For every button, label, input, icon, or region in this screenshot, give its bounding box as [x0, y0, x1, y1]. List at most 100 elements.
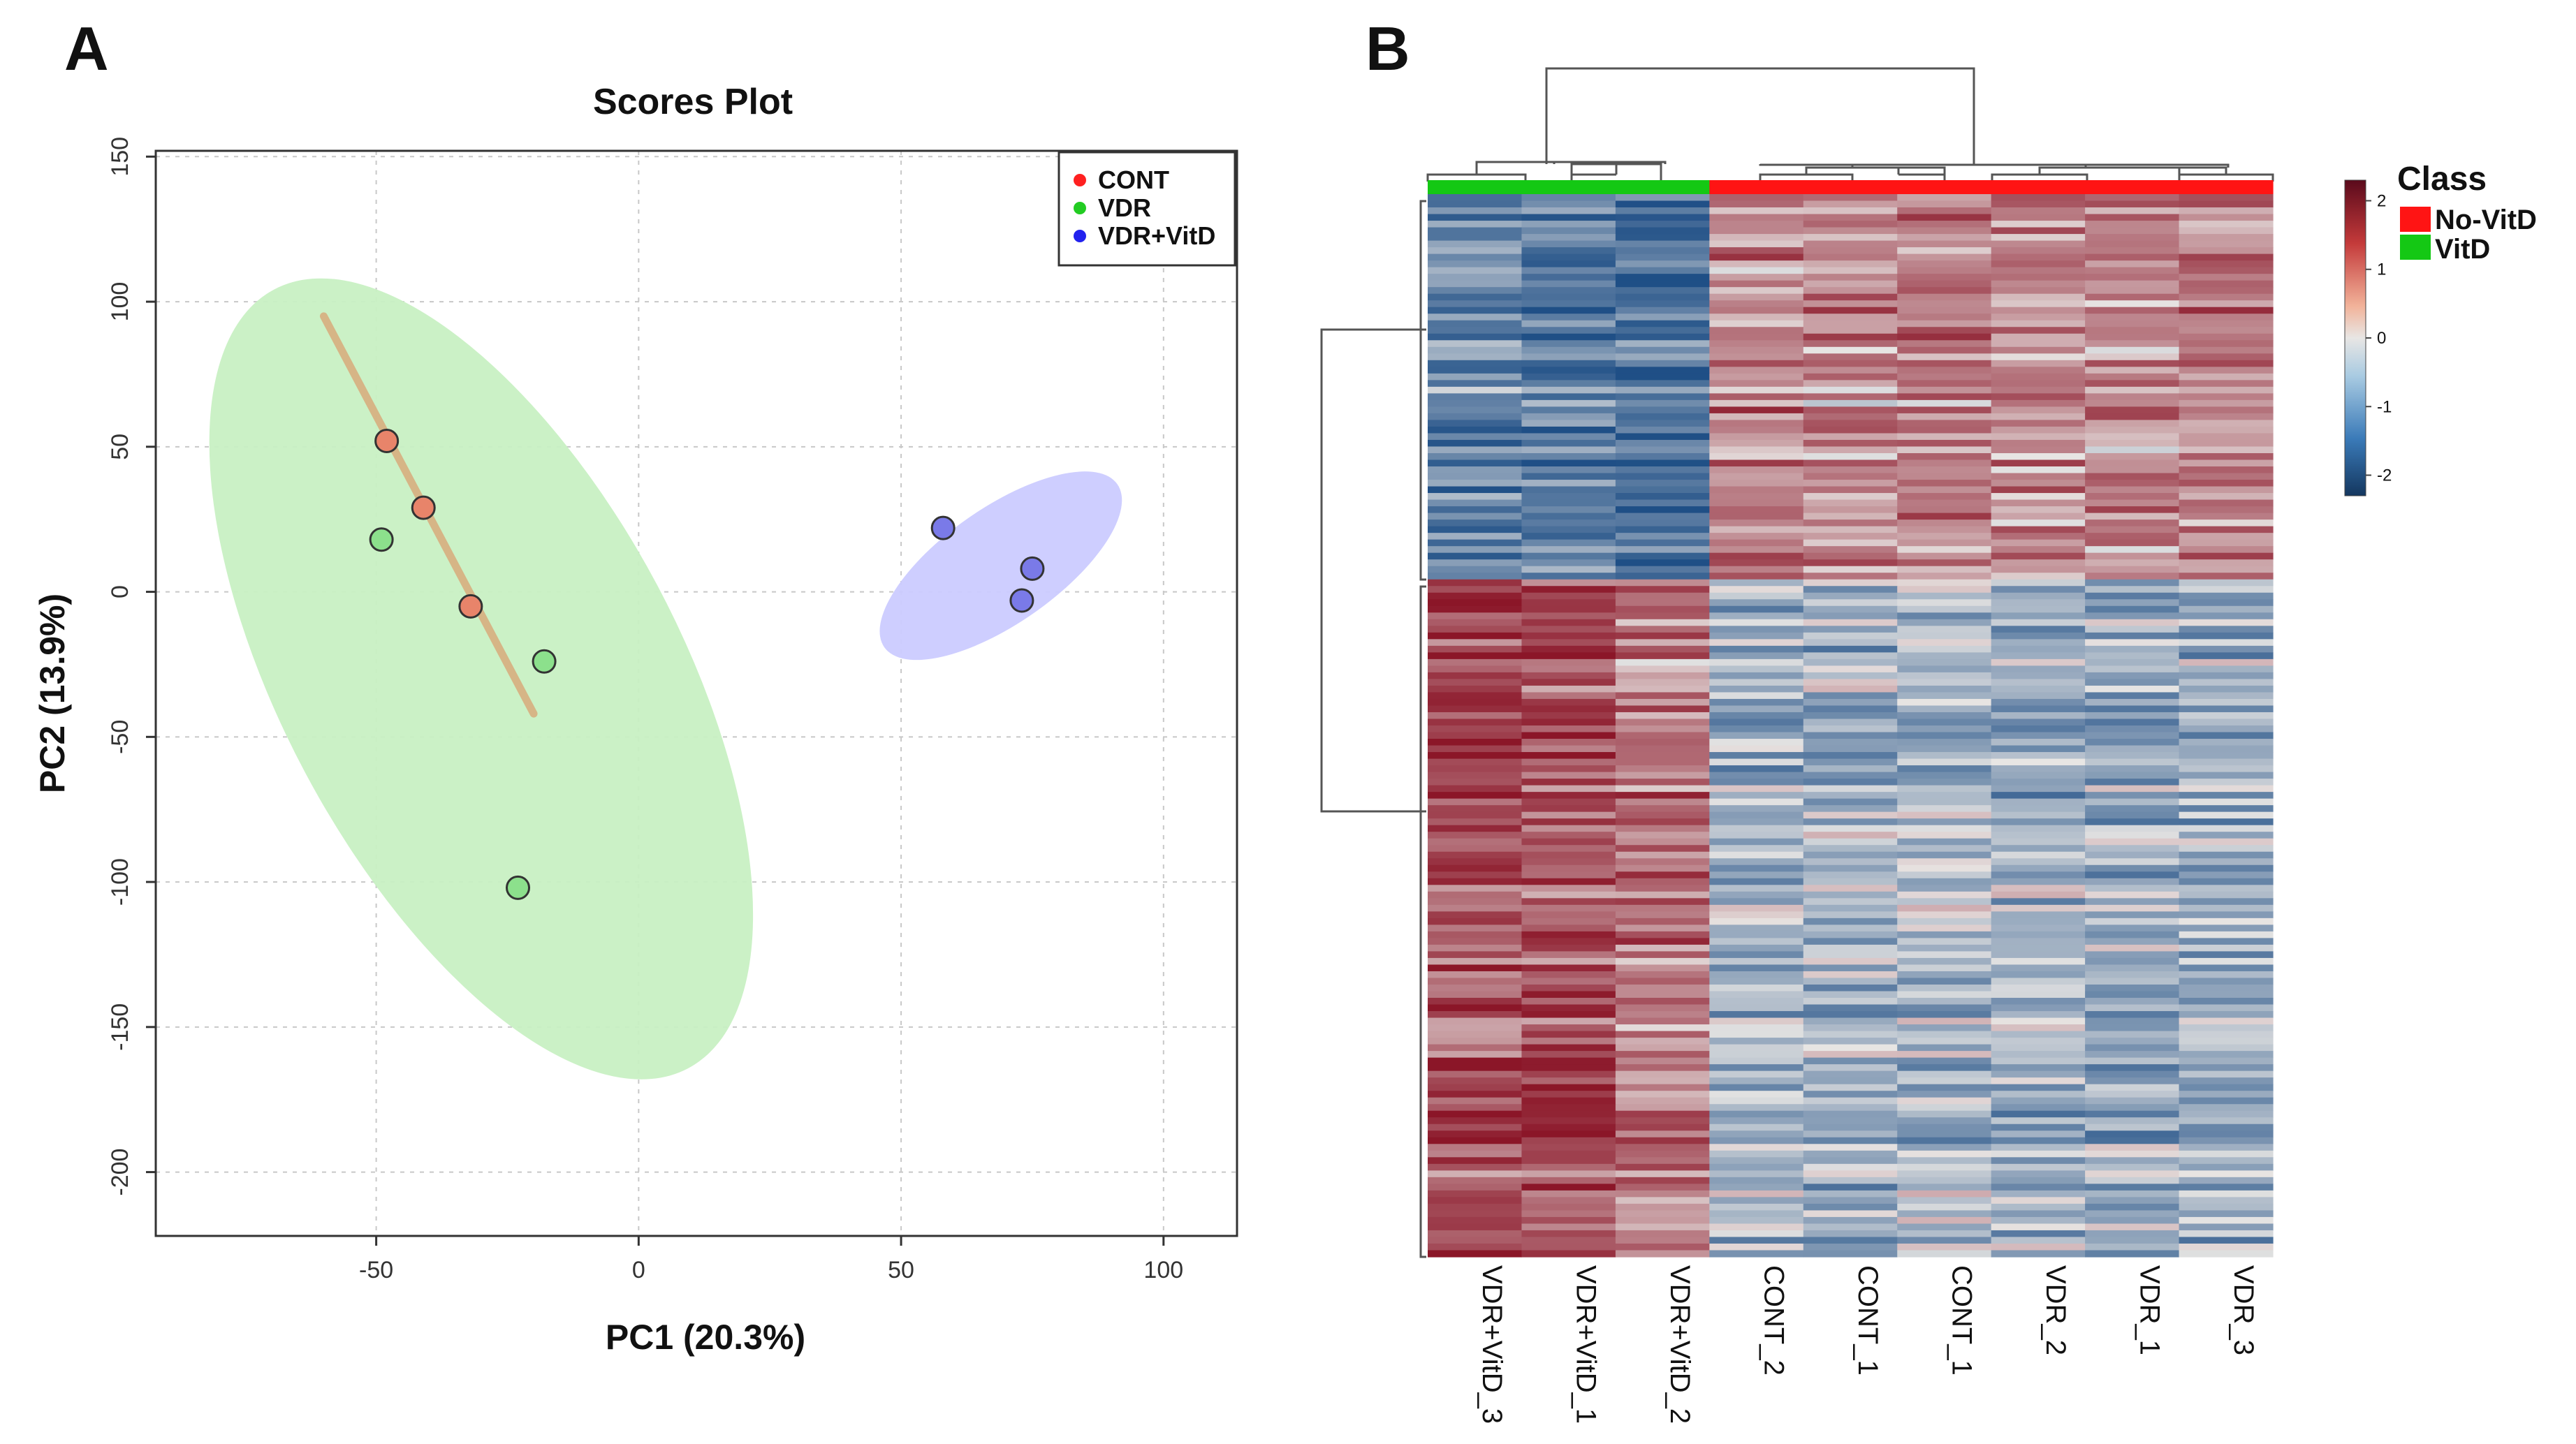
- heatmap-cell: [2179, 904, 2274, 912]
- heatmap-cell: [1521, 260, 1616, 268]
- heatmap-cell: [1428, 446, 1523, 454]
- heatmap-cell: [2085, 798, 2180, 806]
- heatmap-cell: [1521, 998, 1616, 1005]
- heatmap-cell: [1803, 267, 1898, 274]
- heatmap-cell: [1615, 878, 1710, 885]
- heatmap-cell: [1428, 380, 1523, 388]
- heatmap-cell: [1803, 320, 1898, 327]
- heatmap-cell: [1991, 360, 2086, 367]
- heatmap-cell: [2179, 280, 2274, 288]
- heatmap-cell: [1709, 785, 1804, 793]
- heatmap-cell: [1428, 480, 1523, 487]
- heatmap-cell: [1428, 253, 1523, 261]
- heatmap-cell: [1709, 260, 1804, 268]
- heatmap-cell: [1709, 420, 1804, 427]
- column-labels: VDR+VitD_3 VDR+VitD_1 VDR+VitD_2 CONT_2 CONT…: [1477, 1265, 2259, 1424]
- heatmap-cell: [2085, 785, 2180, 793]
- heatmap-cell: [1709, 599, 1804, 607]
- heatmap-cell: [1709, 931, 1804, 938]
- heatmap-cell: [2085, 599, 2180, 607]
- heatmap-cell: [1428, 911, 1523, 919]
- heatmap-cell: [1428, 679, 1523, 686]
- heatmap-cell: [1521, 1144, 1616, 1151]
- heatmap-cell: [1897, 1163, 1992, 1171]
- heatmap-cell: [2085, 207, 2180, 215]
- heatmap-cell: [1428, 991, 1523, 999]
- heatmap-cell: [1428, 353, 1523, 361]
- heatmap-cell: [1521, 964, 1616, 972]
- heatmap-cell: [1803, 1197, 1898, 1204]
- class-bar: [1428, 180, 2274, 194]
- heatmap-cell: [1521, 938, 1616, 945]
- heatmap-cell: [1897, 698, 1992, 707]
- heatmap-cell: [1803, 360, 1898, 367]
- heatmap-cell: [1428, 1250, 1523, 1258]
- heatmap-cell: [1521, 944, 1616, 952]
- heatmap-cell: [1709, 818, 1804, 826]
- heatmap-cell: [1803, 931, 1898, 938]
- heatmap-cell: [2085, 386, 2180, 394]
- heatmap-cell: [2179, 386, 2274, 394]
- heatmap-cell: [1897, 964, 1992, 972]
- y-tick-label: 100: [107, 282, 133, 322]
- heatmap-cell: [1991, 1051, 2086, 1059]
- heatmap-cell: [1991, 393, 2086, 401]
- heatmap-cell: [1991, 499, 2086, 507]
- heatmap-cells: [1428, 194, 2274, 1258]
- heatmap-cell: [1897, 1243, 1992, 1251]
- heatmap-cell: [1428, 552, 1523, 560]
- heatmap-cell: [1803, 333, 1898, 341]
- heatmap-cell: [2085, 1250, 2180, 1258]
- heatmap-cell: [1709, 765, 1804, 773]
- heatmap-cell: [2085, 685, 2180, 693]
- heatmap-cell: [1709, 838, 1804, 846]
- scale-tick-label: 2: [2377, 191, 2386, 210]
- heatmap-cell: [2179, 1190, 2274, 1198]
- heatmap-cell: [1803, 911, 1898, 919]
- heatmap-cell: [2085, 260, 2180, 268]
- heatmap-cell: [1803, 520, 1898, 527]
- heatmap-cell: [1521, 612, 1616, 620]
- heatmap-cell: [1709, 1203, 1804, 1211]
- heatmap-cell: [1709, 1117, 1804, 1125]
- heatmap-cell: [1897, 280, 1992, 288]
- heatmap-cell: [2085, 506, 2180, 514]
- heatmap-cell: [1897, 493, 1992, 501]
- heatmap-cell: [1428, 957, 1523, 966]
- heatmap-cell: [1897, 1237, 1992, 1244]
- heatmap-cell: [2179, 1144, 2274, 1151]
- heatmap-cell: [1428, 931, 1523, 938]
- heatmap-cell: [1709, 991, 1804, 999]
- heatmap-cell: [2085, 626, 2180, 633]
- heatmap-cell: [1897, 885, 1992, 892]
- heatmap-cell: [2085, 1237, 2180, 1244]
- heatmap-cell: [1428, 752, 1523, 760]
- heatmap-cell: [1521, 1163, 1616, 1171]
- heatmap-cell: [1803, 426, 1898, 434]
- heatmap-cell: [1709, 1064, 1804, 1072]
- heatmap-cell: [1709, 679, 1804, 686]
- heatmap-cell: [1521, 658, 1616, 666]
- heatmap-cell: [1709, 964, 1804, 972]
- heatmap-cell: [2179, 732, 2274, 739]
- heatmap-cell: [1428, 367, 1523, 374]
- heatmap-cell: [1709, 399, 1804, 407]
- heatmap-cell: [2085, 712, 2180, 720]
- heatmap-cell: [2179, 586, 2274, 594]
- heatmap-cell: [1803, 386, 1898, 394]
- class-bar-cell: [1803, 180, 1898, 194]
- column-label: VDR_3: [2228, 1265, 2259, 1355]
- heatmap-cell: [1897, 1004, 1992, 1012]
- heatmap-cell: [1803, 619, 1898, 626]
- heatmap-cell: [1991, 1203, 2086, 1211]
- heatmap-cell: [1709, 871, 1804, 879]
- heatmap-cell: [1991, 380, 2086, 388]
- heatmap-cell: [2179, 426, 2274, 434]
- heatmap-cell: [1709, 951, 1804, 959]
- heatmap-cell: [1615, 526, 1710, 533]
- heatmap-cell: [1991, 878, 2086, 885]
- heatmap-cell: [1428, 267, 1523, 274]
- heatmap-cell: [1991, 493, 2086, 501]
- heatmap-cell: [2085, 1150, 2180, 1158]
- heatmap-cell: [1615, 1243, 1710, 1251]
